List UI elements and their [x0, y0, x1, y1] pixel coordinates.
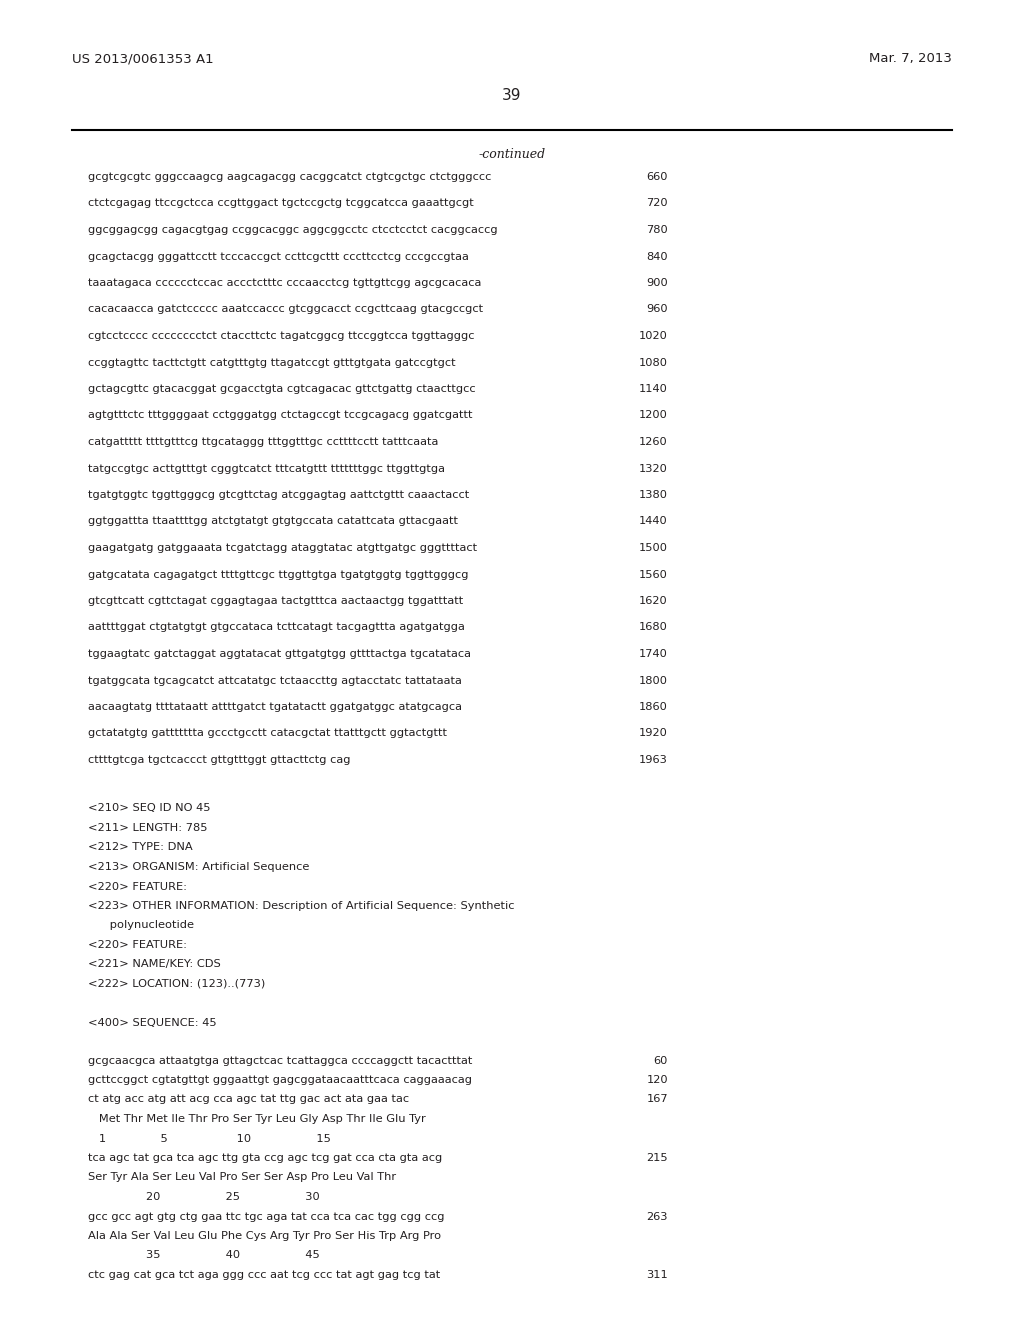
Text: 1380: 1380 — [639, 490, 668, 500]
Text: tggaagtatc gatctaggat aggtatacat gttgatgtgg gttttactga tgcatataca: tggaagtatc gatctaggat aggtatacat gttgatg… — [88, 649, 471, 659]
Text: polynucleotide: polynucleotide — [88, 920, 194, 931]
Text: gcgcaacgca attaatgtga gttagctcac tcattaggca ccccaggctt tacactttat: gcgcaacgca attaatgtga gttagctcac tcattag… — [88, 1056, 472, 1065]
Text: 1860: 1860 — [639, 702, 668, 711]
Text: catgattttt ttttgtttcg ttgcataggg tttggtttgc ccttttcctt tatttcaata: catgattttt ttttgtttcg ttgcataggg tttggtt… — [88, 437, 438, 447]
Text: 1560: 1560 — [639, 569, 668, 579]
Text: 900: 900 — [646, 279, 668, 288]
Text: ct atg acc atg att acg cca agc tat ttg gac act ata gaa tac: ct atg acc atg att acg cca agc tat ttg g… — [88, 1094, 410, 1105]
Text: 1320: 1320 — [639, 463, 668, 474]
Text: tatgccgtgc acttgtttgt cgggtcatct tttcatgttt tttttttggc ttggttgtga: tatgccgtgc acttgtttgt cgggtcatct tttcatg… — [88, 463, 445, 474]
Text: aattttggat ctgtatgtgt gtgccataca tcttcatagt tacgagttta agatgatgga: aattttggat ctgtatgtgt gtgccataca tcttcat… — [88, 623, 465, 632]
Text: <223> OTHER INFORMATION: Description of Artificial Sequence: Synthetic: <223> OTHER INFORMATION: Description of … — [88, 902, 514, 911]
Text: 1920: 1920 — [639, 729, 668, 738]
Text: tgatggcata tgcagcatct attcatatgc tctaaccttg agtacctatc tattataata: tgatggcata tgcagcatct attcatatgc tctaacc… — [88, 676, 462, 685]
Text: <213> ORGANISM: Artificial Sequence: <213> ORGANISM: Artificial Sequence — [88, 862, 309, 873]
Text: <212> TYPE: DNA: <212> TYPE: DNA — [88, 842, 193, 853]
Text: ctctcgagag ttccgctcca ccgttggact tgctccgctg tcggcatcca gaaattgcgt: ctctcgagag ttccgctcca ccgttggact tgctccg… — [88, 198, 474, 209]
Text: gcgtcgcgtc gggccaagcg aagcagacgg cacggcatct ctgtcgctgc ctctgggccc: gcgtcgcgtc gggccaagcg aagcagacgg cacggca… — [88, 172, 492, 182]
Text: Ser Tyr Ala Ser Leu Val Pro Ser Ser Asp Pro Leu Val Thr: Ser Tyr Ala Ser Leu Val Pro Ser Ser Asp … — [88, 1172, 396, 1183]
Text: 720: 720 — [646, 198, 668, 209]
Text: <220> FEATURE:: <220> FEATURE: — [88, 940, 187, 950]
Text: <220> FEATURE:: <220> FEATURE: — [88, 882, 187, 891]
Text: cgtcctcccc cccccccctct ctaccttctc tagatcggcg ttccggtcca tggttagggc: cgtcctcccc cccccccctct ctaccttctc tagatc… — [88, 331, 474, 341]
Text: 35                  40                  45: 35 40 45 — [88, 1250, 319, 1261]
Text: ctc gag cat gca tct aga ggg ccc aat tcg ccc tat agt gag tcg tat: ctc gag cat gca tct aga ggg ccc aat tcg … — [88, 1270, 440, 1280]
Text: aacaagtatg ttttataatt attttgatct tgatatactt ggatgatggc atatgcagca: aacaagtatg ttttataatt attttgatct tgatata… — [88, 702, 462, 711]
Text: US 2013/0061353 A1: US 2013/0061353 A1 — [72, 51, 214, 65]
Text: 167: 167 — [646, 1094, 668, 1105]
Text: gatgcatata cagagatgct ttttgttcgc ttggttgtga tgatgtggtg tggttgggcg: gatgcatata cagagatgct ttttgttcgc ttggttg… — [88, 569, 469, 579]
Text: 1500: 1500 — [639, 543, 668, 553]
Text: <211> LENGTH: 785: <211> LENGTH: 785 — [88, 822, 208, 833]
Text: 39: 39 — [502, 88, 522, 103]
Text: gcagctacgg gggattcctt tcccaccgct ccttcgcttt cccttcctcg cccgccgtaa: gcagctacgg gggattcctt tcccaccgct ccttcgc… — [88, 252, 469, 261]
Text: 1800: 1800 — [639, 676, 668, 685]
Text: Mar. 7, 2013: Mar. 7, 2013 — [869, 51, 952, 65]
Text: tca agc tat gca tca agc ttg gta ccg agc tcg gat cca cta gta acg: tca agc tat gca tca agc ttg gta ccg agc … — [88, 1152, 442, 1163]
Text: 1               5                   10                  15: 1 5 10 15 — [88, 1134, 331, 1143]
Text: <221> NAME/KEY: CDS: <221> NAME/KEY: CDS — [88, 960, 221, 969]
Text: 1200: 1200 — [639, 411, 668, 421]
Text: 60: 60 — [653, 1056, 668, 1065]
Text: 1260: 1260 — [639, 437, 668, 447]
Text: tgatgtggtc tggttgggcg gtcgttctag atcggagtag aattctgttt caaactacct: tgatgtggtc tggttgggcg gtcgttctag atcggag… — [88, 490, 469, 500]
Text: -continued: -continued — [478, 148, 546, 161]
Text: <222> LOCATION: (123)..(773): <222> LOCATION: (123)..(773) — [88, 979, 265, 989]
Text: gcttccggct cgtatgttgt gggaattgt gagcggataacaatttcaca caggaaacag: gcttccggct cgtatgttgt gggaattgt gagcggat… — [88, 1074, 472, 1085]
Text: 840: 840 — [646, 252, 668, 261]
Text: 780: 780 — [646, 224, 668, 235]
Text: 20                  25                  30: 20 25 30 — [88, 1192, 319, 1203]
Text: gtcgttcatt cgttctagat cggagtagaa tactgtttca aactaactgg tggatttatt: gtcgttcatt cgttctagat cggagtagaa tactgtt… — [88, 597, 463, 606]
Text: ggcggagcgg cagacgtgag ccggcacggc aggcggcctc ctcctcctct cacggcaccg: ggcggagcgg cagacgtgag ccggcacggc aggcggc… — [88, 224, 498, 235]
Text: ccggtagttc tacttctgtt catgtttgtg ttagatccgt gtttgtgata gatccgtgct: ccggtagttc tacttctgtt catgtttgtg ttagatc… — [88, 358, 456, 367]
Text: gctatatgtg gattttttta gccctgcctt catacgctat ttatttgctt ggtactgttt: gctatatgtg gattttttta gccctgcctt catacgc… — [88, 729, 447, 738]
Text: 311: 311 — [646, 1270, 668, 1280]
Text: 1740: 1740 — [639, 649, 668, 659]
Text: cacacaacca gatctccccc aaatccaccc gtcggcacct ccgcttcaag gtacgccgct: cacacaacca gatctccccc aaatccaccc gtcggca… — [88, 305, 483, 314]
Text: 1140: 1140 — [639, 384, 668, 393]
Text: 1963: 1963 — [639, 755, 668, 766]
Text: 1080: 1080 — [639, 358, 668, 367]
Text: 120: 120 — [646, 1074, 668, 1085]
Text: cttttgtcga tgctcaccct gttgtttggt gttacttctg cag: cttttgtcga tgctcaccct gttgtttggt gttactt… — [88, 755, 350, 766]
Text: 1620: 1620 — [639, 597, 668, 606]
Text: <210> SEQ ID NO 45: <210> SEQ ID NO 45 — [88, 804, 211, 813]
Text: 263: 263 — [646, 1212, 668, 1221]
Text: gcc gcc agt gtg ctg gaa ttc tgc aga tat cca tca cac tgg cgg ccg: gcc gcc agt gtg ctg gaa ttc tgc aga tat … — [88, 1212, 444, 1221]
Text: gaagatgatg gatggaaata tcgatctagg ataggtatac atgttgatgc gggttttact: gaagatgatg gatggaaata tcgatctagg ataggta… — [88, 543, 477, 553]
Text: agtgtttctc tttggggaat cctgggatgg ctctagccgt tccgcagacg ggatcgattt: agtgtttctc tttggggaat cctgggatgg ctctagc… — [88, 411, 472, 421]
Text: <400> SEQUENCE: 45: <400> SEQUENCE: 45 — [88, 1018, 217, 1028]
Text: 1440: 1440 — [639, 516, 668, 527]
Text: taaatagaca cccccctccac accctctttc cccaacctcg tgttgttcgg agcgcacaca: taaatagaca cccccctccac accctctttc cccaac… — [88, 279, 481, 288]
Text: Ala Ala Ser Val Leu Glu Phe Cys Arg Tyr Pro Ser His Trp Arg Pro: Ala Ala Ser Val Leu Glu Phe Cys Arg Tyr … — [88, 1232, 441, 1241]
Text: 215: 215 — [646, 1152, 668, 1163]
Text: 960: 960 — [646, 305, 668, 314]
Text: 660: 660 — [646, 172, 668, 182]
Text: 1020: 1020 — [639, 331, 668, 341]
Text: ggtggattta ttaattttgg atctgtatgt gtgtgccata catattcata gttacgaatt: ggtggattta ttaattttgg atctgtatgt gtgtgcc… — [88, 516, 458, 527]
Text: gctagcgttc gtacacggat gcgacctgta cgtcagacac gttctgattg ctaacttgcc: gctagcgttc gtacacggat gcgacctgta cgtcaga… — [88, 384, 475, 393]
Text: Met Thr Met Ile Thr Pro Ser Tyr Leu Gly Asp Thr Ile Glu Tyr: Met Thr Met Ile Thr Pro Ser Tyr Leu Gly … — [88, 1114, 426, 1125]
Text: 1680: 1680 — [639, 623, 668, 632]
